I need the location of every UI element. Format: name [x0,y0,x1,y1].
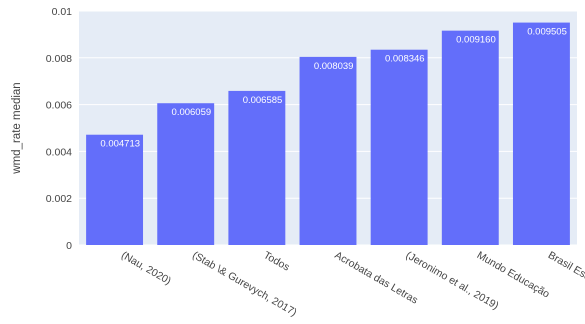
x-tick-label: Brasil Escola [546,249,585,290]
bar [441,30,499,245]
x-tick-label: Todos [261,249,291,273]
y-tick-label: 0.002 [46,193,72,205]
bar-value-labels: 0.004713 0.006059 0.006585 0.008039 0.008346… [100,27,566,150]
y-axis-ticks: 0 0.002 0.004 0.006 0.008 0.01 [46,6,72,252]
bar-value-label: 0.004713 [100,139,140,150]
bar [157,103,215,246]
y-tick-label: 0.008 [46,53,72,65]
bar-value-label: 0.009505 [527,27,567,38]
bar [86,134,144,245]
bar-value-label: 0.008039 [314,61,354,72]
y-tick-label: 0.004 [46,146,72,158]
bar-value-label: 0.009160 [456,35,496,46]
bar-value-label: 0.008346 [385,54,425,65]
y-axis-title: wmd_rate median [11,82,23,174]
bar-value-label: 0.006585 [243,95,283,106]
y-tick-label: 0 [66,240,72,252]
bar [299,56,357,245]
x-axis-ticks: (Nau, 2020) (Stab \& Gurevych, 2017)Todos… [119,249,585,319]
bar [370,49,428,246]
bars [86,22,570,246]
y-tick-label: 0.01 [52,6,73,18]
bar [228,90,286,245]
bar-value-label: 0.006059 [172,107,212,118]
x-tick-label: (Nau, 2020) [119,249,173,287]
y-tick-label: 0.006 [46,100,72,112]
bar [512,22,570,245]
